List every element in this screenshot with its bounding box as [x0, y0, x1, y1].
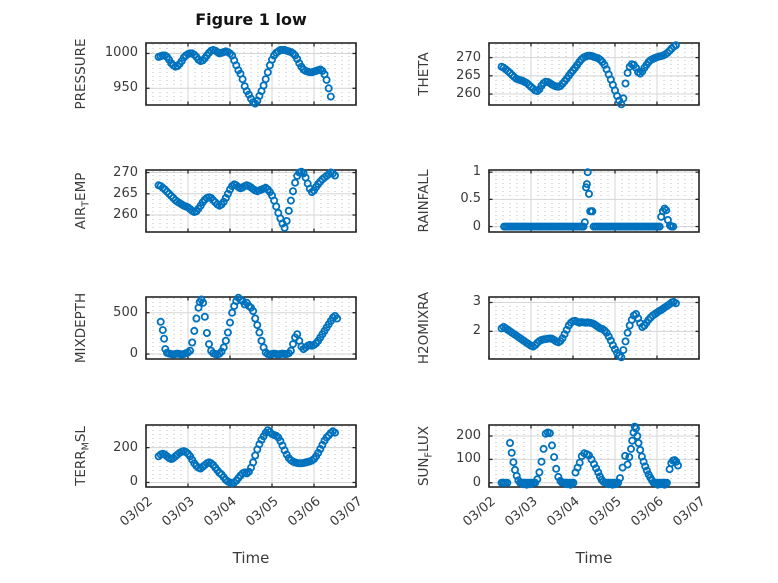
minor-grid	[495, 171, 693, 231]
scatter-markers	[154, 46, 335, 108]
y-tick-label: 270	[113, 164, 138, 180]
y-tick-label: 270	[456, 49, 481, 65]
subplot-air-temp: 260 265 270 AIRTEMP	[73, 165, 357, 233]
plot-area-air-temp	[145, 167, 357, 233]
y-tick-label: 0.5	[460, 191, 481, 207]
subplot-pressure: 950 1000 PRESSURE	[73, 39, 357, 110]
y-tick-label: 950	[113, 80, 138, 96]
y-tick-label: 200	[456, 427, 481, 443]
axes-box	[488, 296, 700, 360]
y-tick-label: 265	[113, 185, 138, 201]
y-tick-label: 0	[129, 474, 138, 490]
axes-box	[145, 424, 357, 488]
y-axis-label-terr-msl: TERRMSL	[73, 426, 92, 486]
y-tick-label: 260	[113, 207, 138, 222]
subplot-rainfall: 0 0.5 1 RAINFALL	[416, 165, 700, 233]
y-tick-label: 0	[472, 218, 481, 234]
x-axis-label: Time	[232, 549, 270, 567]
subplot-mixdepth: 0 500 MIXDEPTH	[73, 293, 357, 363]
y-axis-label-subscript: T	[80, 200, 92, 207]
scatter-markers	[156, 293, 342, 359]
y-axis-label-subscript: M	[80, 442, 92, 451]
y-tick-label: 0	[129, 346, 138, 362]
y-axis-label-subscript: F	[423, 451, 435, 458]
subplot-sun-flux: 0 100 200 SUNFLUX 03/02 03/03 03/04 03/05 03/06 0…	[416, 422, 709, 567]
major-grid	[146, 170, 356, 232]
subplot-theta: 260 265 270 THETA	[416, 41, 700, 109]
plot-area-rainfall	[488, 168, 700, 233]
y-tick-label: 265	[456, 67, 481, 83]
subplot-h2omixra: 2 3 H2OMIXRA	[416, 292, 700, 364]
axes-box	[488, 424, 700, 488]
plot-area-h2omixra	[488, 296, 700, 362]
axes-box	[145, 169, 357, 233]
plot-area-mixdepth	[145, 293, 357, 360]
axes-box	[145, 296, 357, 360]
y-tick-label: 3	[472, 294, 481, 310]
subplot-terr-msl: 0 200 TERRMSL 03/02 03/03 03/04 03/05 03/06 03/0…	[73, 424, 366, 567]
y-tick-label: 0	[472, 474, 481, 490]
axes-box	[488, 42, 700, 106]
y-tick-label: 100	[456, 451, 481, 467]
y-tick-label: 2	[472, 323, 481, 339]
minor-grid	[495, 426, 693, 486]
scatter-markers	[497, 41, 680, 109]
y-tick-label: 200	[113, 439, 138, 455]
y-tick-label: 1	[472, 164, 481, 180]
scatter-markers	[497, 422, 682, 489]
plot-area-sun-flux	[488, 422, 700, 489]
y-tick-label: 500	[113, 304, 138, 320]
y-axis-label-sun-flux: SUNFLUX	[416, 426, 435, 487]
x-axis-label: Time	[575, 549, 613, 567]
plot-area-theta	[488, 41, 700, 109]
plot-area-terr-msl	[145, 424, 357, 488]
y-tick-label: 1000	[104, 45, 138, 61]
scatter-markers	[154, 167, 339, 232]
plot-area-pressure	[145, 42, 357, 108]
figure-title: Figure 1 low	[195, 10, 307, 29]
scatter-markers	[154, 426, 339, 488]
scatter-markers	[497, 297, 680, 362]
scatter-markers	[500, 168, 678, 231]
y-tick-label: 260	[456, 86, 481, 102]
